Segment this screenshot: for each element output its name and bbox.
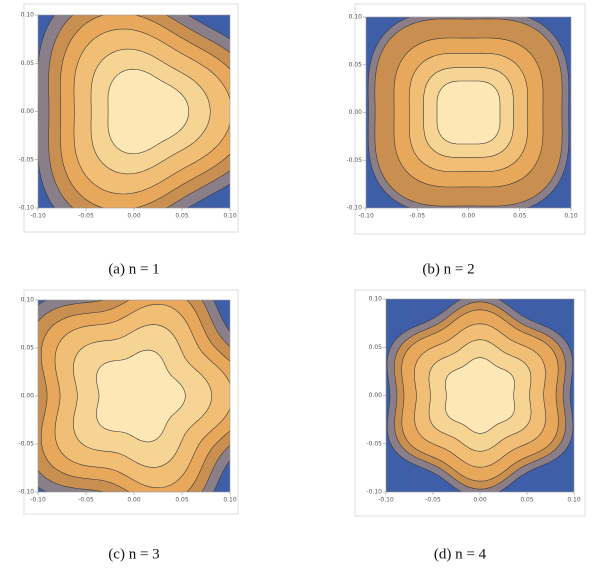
x-tick-label: -0.10 bbox=[358, 213, 374, 220]
y-tick-label: 0.05 bbox=[349, 61, 363, 68]
y-tick-label: 0.10 bbox=[21, 297, 35, 304]
contour-band bbox=[436, 80, 501, 145]
contour-band bbox=[445, 357, 515, 434]
y-tick-label: 0.00 bbox=[21, 393, 35, 400]
x-tick-label: 0.05 bbox=[520, 497, 534, 504]
x-tick-label: 0.10 bbox=[567, 497, 581, 504]
contour-band bbox=[107, 68, 190, 155]
contour-plot bbox=[38, 300, 230, 492]
x-tick-label: 0.00 bbox=[127, 497, 141, 504]
x-tick-label: -0.10 bbox=[30, 213, 46, 220]
y-tick-label: -0.10 bbox=[18, 489, 34, 496]
y-tick-label: 0.10 bbox=[369, 296, 383, 303]
y-tick-label: 0.00 bbox=[349, 109, 363, 116]
x-tick-label: 0.00 bbox=[473, 497, 487, 504]
x-tick-label: -0.05 bbox=[425, 497, 441, 504]
y-tick-label: 0.10 bbox=[21, 12, 35, 19]
y-tick-label: -0.05 bbox=[346, 157, 362, 164]
y-tick-label: -0.05 bbox=[18, 156, 34, 163]
panel-frame bbox=[354, 289, 586, 517]
y-tick-label: -0.10 bbox=[366, 489, 382, 496]
x-tick-label: 0.10 bbox=[223, 213, 237, 220]
x-tick-label: -0.05 bbox=[409, 213, 425, 220]
x-tick-label: 0.00 bbox=[127, 213, 141, 220]
contour-band bbox=[96, 349, 186, 443]
contour-plot bbox=[38, 15, 230, 208]
panel-frame bbox=[23, 289, 239, 515]
x-tick-label: -0.05 bbox=[78, 213, 94, 220]
y-tick-label: -0.10 bbox=[346, 205, 362, 212]
x-tick-label: -0.10 bbox=[30, 497, 46, 504]
y-tick-label: -0.05 bbox=[366, 440, 382, 447]
x-tick-label: 0.05 bbox=[175, 213, 189, 220]
y-tick-label: 0.10 bbox=[349, 14, 363, 21]
x-tick-label: -0.10 bbox=[378, 497, 394, 504]
y-tick-label: 0.00 bbox=[369, 392, 383, 399]
y-tick-label: 0.05 bbox=[369, 344, 383, 351]
contour-plot bbox=[366, 17, 571, 208]
x-tick-label: 0.10 bbox=[223, 497, 237, 504]
y-tick-label: -0.10 bbox=[18, 205, 34, 212]
y-tick-label: 0.05 bbox=[21, 60, 35, 67]
x-tick-label: 0.10 bbox=[564, 213, 578, 220]
caption: (a) n = 1 bbox=[108, 261, 159, 277]
contour-plot bbox=[386, 299, 574, 492]
y-tick-label: 0.05 bbox=[21, 345, 35, 352]
caption: (d) n = 4 bbox=[434, 546, 487, 562]
y-tick-label: -0.05 bbox=[18, 441, 34, 448]
panel-frame bbox=[354, 3, 586, 235]
y-tick-label: 0.00 bbox=[21, 108, 35, 115]
x-tick-label: 0.05 bbox=[513, 213, 527, 220]
caption: (b) n = 2 bbox=[422, 261, 474, 277]
x-tick-label: 0.00 bbox=[462, 213, 476, 220]
x-tick-label: -0.05 bbox=[78, 497, 94, 504]
panel-frame bbox=[23, 3, 239, 233]
caption: (c) n = 3 bbox=[108, 546, 159, 562]
x-tick-label: 0.05 bbox=[175, 497, 189, 504]
